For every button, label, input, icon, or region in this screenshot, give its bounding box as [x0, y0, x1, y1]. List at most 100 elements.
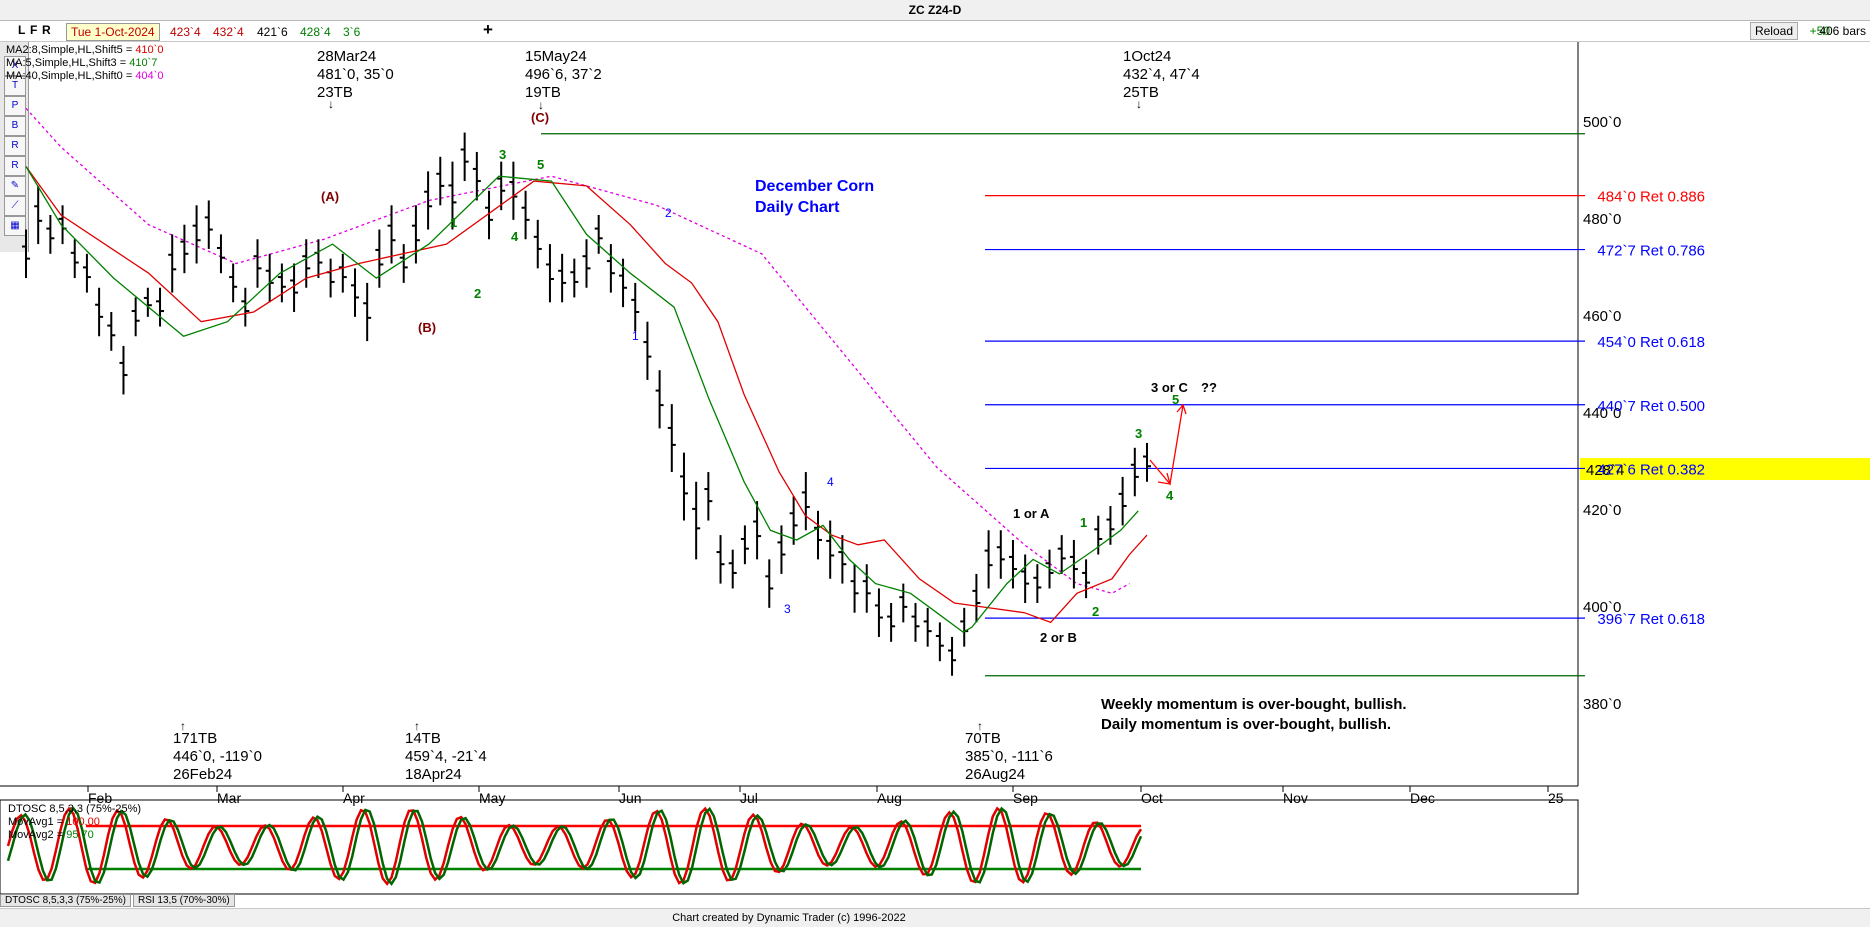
tool-button-p[interactable]: P: [4, 96, 26, 116]
price-bar: [485, 190, 494, 240]
pivot-bars: 23TB: [317, 84, 353, 101]
price-bar: [350, 268, 359, 317]
tab-rsi[interactable]: RSI 13,5 (70%-30%): [132, 894, 235, 907]
pivot-bars: 25TB: [1123, 84, 1159, 101]
pivot-price: 446`0, -119`0: [173, 748, 262, 765]
price-bar: [1094, 515, 1103, 555]
wave-label: 2: [474, 286, 481, 301]
price-bar: [838, 535, 847, 584]
ma-legend-value: 410`0: [135, 44, 164, 56]
oscillator-pane-border: [0, 799, 1579, 895]
osc-legend-3: MovAvg2 = 95.70: [8, 829, 94, 842]
month-label: Oct: [1141, 790, 1163, 806]
tool-button-r[interactable]: R: [4, 136, 26, 156]
price-bar: [460, 132, 469, 182]
price-axis: 380`0 400`0 420`0 440`0 460`0 480`0 500`…: [1583, 114, 1621, 713]
pivot-date: 18Apr24: [405, 766, 462, 783]
price-bar: [131, 297, 140, 337]
arrow-down-icon: ↓: [538, 98, 544, 112]
osc-legend-value: 100.00: [66, 816, 100, 828]
price-bar: [192, 205, 201, 264]
price-bar: [82, 253, 91, 293]
pencil-icon[interactable]: ✎: [4, 176, 26, 196]
wave-label: 1: [1080, 515, 1087, 530]
price-bar: [265, 253, 274, 303]
price-tick: 440`0: [1583, 405, 1621, 422]
price-bar: [22, 229, 30, 279]
bars-count: 406 bars: [1819, 24, 1866, 38]
window-title: ZC Z24-D: [908, 3, 962, 17]
price-bar: [704, 472, 713, 521]
grid-icon[interactable]: ▦: [4, 216, 26, 236]
month-label: Sep: [1013, 790, 1038, 806]
pivot-date: 28Mar24: [317, 48, 376, 65]
low-value: 421`6: [257, 25, 288, 39]
file-button[interactable]: F: [30, 23, 38, 37]
tool-button-b[interactable]: B: [4, 116, 26, 136]
date-field[interactable]: Tue 1-Oct-2024: [66, 23, 160, 41]
price-bar: [58, 205, 67, 245]
osc-legend-text: MovAvg2 =: [8, 829, 67, 841]
price-bar: [1082, 559, 1091, 599]
price-bar: [277, 263, 286, 303]
price-bar: [168, 234, 177, 293]
price-tick: 460`0: [1583, 308, 1621, 325]
ruler-icon[interactable]: ⟋: [4, 196, 26, 216]
tool-button-r2[interactable]: R: [4, 156, 26, 176]
reload-chart-button[interactable]: R: [42, 23, 51, 37]
price-bar: [253, 239, 262, 288]
month-label: Apr: [343, 790, 365, 806]
chart-title-line2: Daily Chart: [755, 199, 840, 216]
price-bar: [948, 636, 957, 676]
ma-legend-text: MA:40,Simple,HL,Shift0 =: [6, 70, 136, 82]
pivot-price: 496`6, 37`2: [525, 66, 602, 83]
price-bar: [472, 151, 481, 201]
price-bar: [935, 622, 944, 662]
chart-credit: Chart created by Dynamic Trader (c) 1996…: [672, 912, 906, 924]
wave-label: (C): [531, 110, 549, 125]
price-bar: [692, 481, 701, 560]
layout-button[interactable]: L: [18, 23, 26, 37]
month-label: Aug: [877, 790, 902, 806]
price-bar: [229, 263, 238, 303]
tool-button-t[interactable]: T: [4, 76, 26, 96]
month-label: Mar: [217, 790, 241, 806]
drawing-tools-panel: X T P B R R ✎ ⟋ ▦: [0, 42, 29, 252]
pivot-date: 26Aug24: [965, 766, 1025, 783]
projection-arrows: [1149, 403, 1187, 486]
month-label: Feb: [88, 790, 112, 806]
wave-label: 2 or B: [1040, 630, 1077, 645]
ma-legend-1: MA2:8,Simple,HL,Shift5 = 410`0: [6, 44, 163, 57]
title-bar: ZC Z24-D: [0, 0, 1870, 21]
price-bar: [667, 404, 676, 473]
price-tick: 380`0: [1583, 696, 1621, 713]
last-price-badge: [1580, 458, 1870, 480]
retracement-label: 440`7 Ret 0.500: [1597, 398, 1705, 415]
price-bar: [606, 244, 615, 293]
price-bar: [899, 583, 908, 623]
tool-button-x[interactable]: X: [4, 56, 26, 76]
wave-label: 5: [1172, 392, 1179, 407]
wave-label: 3: [499, 147, 506, 162]
price-bar: [363, 282, 372, 342]
tab-dtosc[interactable]: DTOSC 8,5,3,3 (75%-25%): [0, 894, 131, 907]
wave-label: 2: [665, 206, 672, 220]
price-bar: [216, 234, 225, 274]
change-value: 3`6: [343, 25, 361, 39]
wave-label: 1: [632, 329, 639, 343]
price-bar: [753, 501, 762, 560]
price-bar: [1130, 447, 1139, 497]
wave-label: 4: [511, 229, 519, 244]
pivot-date: 1Oct24: [1123, 48, 1171, 65]
add-button[interactable]: +: [483, 20, 493, 39]
bars-offset[interactable]: +50: [1809, 24, 1830, 38]
wave-label: 4: [1166, 488, 1174, 503]
price-bar: [436, 156, 445, 206]
price-bar: [533, 219, 542, 269]
price-bar: [1118, 476, 1127, 526]
pivot-bars: 14TB: [405, 730, 441, 747]
price-bar: [302, 239, 311, 288]
reload-button[interactable]: Reload: [1749, 22, 1798, 40]
ma-legend-value: 410`7: [129, 57, 158, 69]
